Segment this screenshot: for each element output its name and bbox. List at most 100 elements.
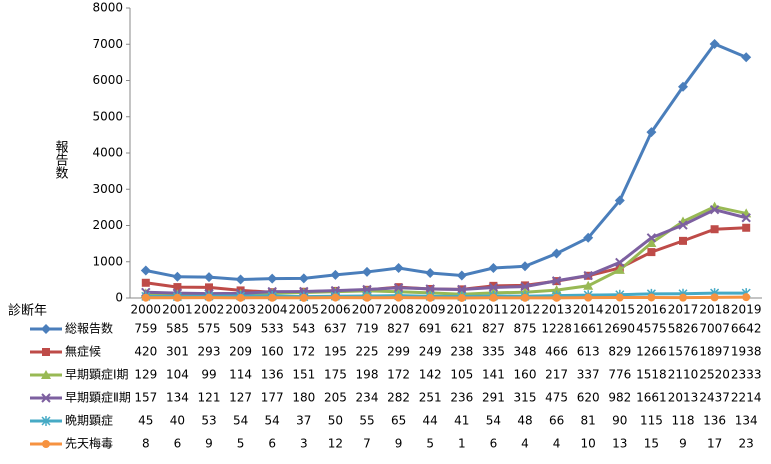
table-value: 2013 — [668, 391, 699, 405]
table-value: 249 — [419, 345, 442, 359]
table-value: 1897 — [699, 345, 730, 359]
marker — [678, 81, 688, 92]
marker — [173, 283, 182, 292]
x-tick-label: 2007 — [352, 303, 383, 317]
marker — [457, 293, 466, 302]
table-value: 475 — [545, 391, 568, 405]
legend-marker — [41, 324, 51, 334]
table-value: 2214 — [731, 391, 762, 405]
y-axis-label: 報告数 — [53, 140, 69, 179]
table-value: 217 — [545, 368, 568, 382]
x-tick-label: 2010 — [447, 303, 478, 317]
table-value: 134 — [735, 414, 758, 428]
marker — [456, 270, 467, 281]
table-value: 585 — [166, 322, 189, 336]
marker — [646, 127, 657, 138]
table-value: 157 — [134, 391, 157, 405]
table-value: 50 — [328, 414, 343, 428]
marker — [614, 195, 625, 206]
legend-label: 早期顕症Ⅱ期 — [65, 390, 131, 405]
x-tick-label: 2017 — [668, 303, 699, 317]
y-tick-label: 7000 — [92, 37, 123, 51]
table-value: 81 — [581, 414, 596, 428]
marker — [298, 273, 309, 284]
marker — [741, 52, 752, 63]
marker — [710, 293, 719, 302]
table-value: 10 — [581, 437, 596, 451]
table-value: 827 — [387, 322, 410, 336]
table-value: 53 — [201, 414, 216, 428]
table-value: 620 — [577, 391, 600, 405]
x-tick-label: 2006 — [320, 303, 351, 317]
marker — [205, 283, 213, 292]
marker — [173, 293, 182, 302]
table-value: 7007 — [699, 322, 730, 336]
table-value: 829 — [608, 345, 631, 359]
series-line — [145, 42, 747, 282]
marker — [551, 285, 562, 295]
table-value: 875 — [514, 322, 537, 336]
marker — [583, 232, 594, 243]
x-tick-label: 2005 — [289, 303, 320, 317]
marker — [488, 263, 499, 274]
table-value: 54 — [233, 414, 248, 428]
table-value: 198 — [356, 368, 379, 382]
x-tick-label: 2002 — [194, 303, 225, 317]
marker — [646, 237, 657, 247]
table-value: 180 — [292, 391, 315, 405]
x-tick-label: 2013 — [541, 303, 572, 317]
table-value: 13 — [612, 437, 627, 451]
table-value: 719 — [356, 322, 379, 336]
table-value: 299 — [387, 345, 410, 359]
series-line — [145, 208, 747, 296]
table-value: 613 — [577, 345, 600, 359]
table-value: 251 — [419, 391, 442, 405]
marker — [551, 276, 562, 286]
table-value: 1 — [458, 437, 466, 451]
marker — [742, 223, 751, 232]
marker — [425, 284, 435, 294]
table-value: 177 — [261, 391, 284, 405]
marker — [204, 272, 214, 283]
table-value: 759 — [134, 322, 157, 336]
table-value: 1228 — [541, 322, 572, 336]
x-tick-label: 2016 — [636, 303, 667, 317]
marker — [141, 293, 150, 302]
table-value: 282 — [387, 391, 410, 405]
table-value: 420 — [134, 345, 157, 359]
marker — [362, 284, 372, 295]
table-value: 1661 — [636, 391, 667, 405]
table-value: 172 — [387, 368, 410, 382]
table-value: 141 — [482, 368, 505, 382]
x-tick-label: 2003 — [225, 303, 256, 317]
marker — [330, 269, 341, 280]
legend-marker — [41, 416, 51, 426]
table-value: 44 — [423, 414, 438, 428]
table-value: 4 — [521, 437, 529, 451]
table-value: 205 — [324, 391, 347, 405]
table-value: 66 — [549, 414, 564, 428]
marker — [489, 281, 498, 290]
x-tick-label: 2008 — [383, 303, 414, 317]
table-value: 151 — [292, 368, 315, 382]
marker — [647, 248, 656, 257]
table-value: 348 — [514, 345, 537, 359]
x-tick-label: 2019 — [731, 303, 762, 317]
table-value: 127 — [229, 391, 252, 405]
y-tick-label: 3000 — [92, 182, 123, 196]
legend-marker — [41, 393, 51, 403]
table-value: 9 — [395, 437, 403, 451]
marker — [393, 283, 404, 293]
x-axis-label: 診断年 — [8, 303, 47, 319]
table-value: 65 — [391, 414, 406, 428]
table-value: 55 — [359, 414, 374, 428]
table-value: 45 — [138, 414, 153, 428]
legend-label: 先天梅毒 — [65, 436, 113, 451]
y-tick-label: 5000 — [92, 109, 123, 123]
marker — [425, 267, 436, 278]
table-value: 5826 — [668, 322, 699, 336]
table-value: 337 — [577, 368, 600, 382]
table-value: 6 — [174, 437, 182, 451]
table-value: 621 — [450, 322, 473, 336]
table-value: 1576 — [668, 345, 699, 359]
